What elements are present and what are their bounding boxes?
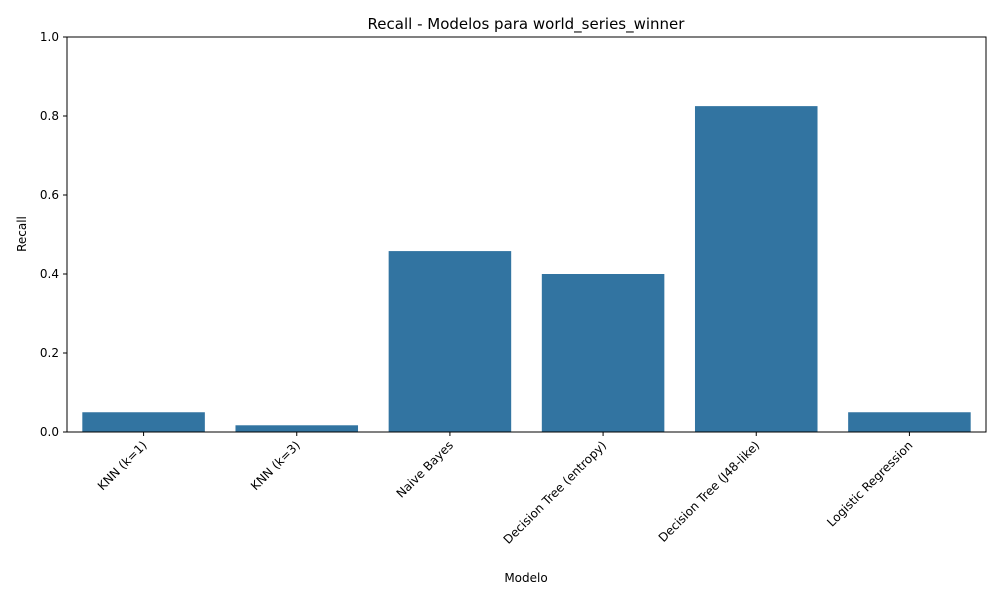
x-tick-label: Decision Tree (J48-like) xyxy=(656,438,763,545)
bar xyxy=(235,425,359,432)
y-tick-label: 1.0 xyxy=(40,30,59,44)
x-axis-label: Modelo xyxy=(504,571,547,585)
y-tick-label: 0.8 xyxy=(40,109,59,123)
y-tick-label: 0.4 xyxy=(40,267,59,281)
x-tick-label: KNN (k=3) xyxy=(248,438,303,493)
y-tick-label: 0.2 xyxy=(40,346,59,360)
bar xyxy=(82,412,205,432)
x-tick-label: Decision Tree (entropy) xyxy=(501,438,610,547)
plot-area: 0.0 0.2 0.4 0.6 0.8 1.0 KNN (k=1) KNN (k=3) Naiv… xyxy=(40,30,987,547)
y-tick-label: 0.6 xyxy=(40,188,59,202)
bar xyxy=(388,251,512,432)
x-tick-label: Logistic Regression xyxy=(824,438,915,529)
chart-title: Recall - Modelos para world_series_winne… xyxy=(368,15,686,34)
x-tick-label: KNN (k=1) xyxy=(95,438,150,493)
bar xyxy=(541,274,665,432)
bar xyxy=(694,106,818,432)
y-tick-label: 0.0 xyxy=(40,425,59,439)
bar xyxy=(848,412,971,432)
y-axis-label: Recall xyxy=(15,216,29,252)
x-tick-label: Naive Bayes xyxy=(394,438,456,500)
axes-frame xyxy=(66,36,987,433)
